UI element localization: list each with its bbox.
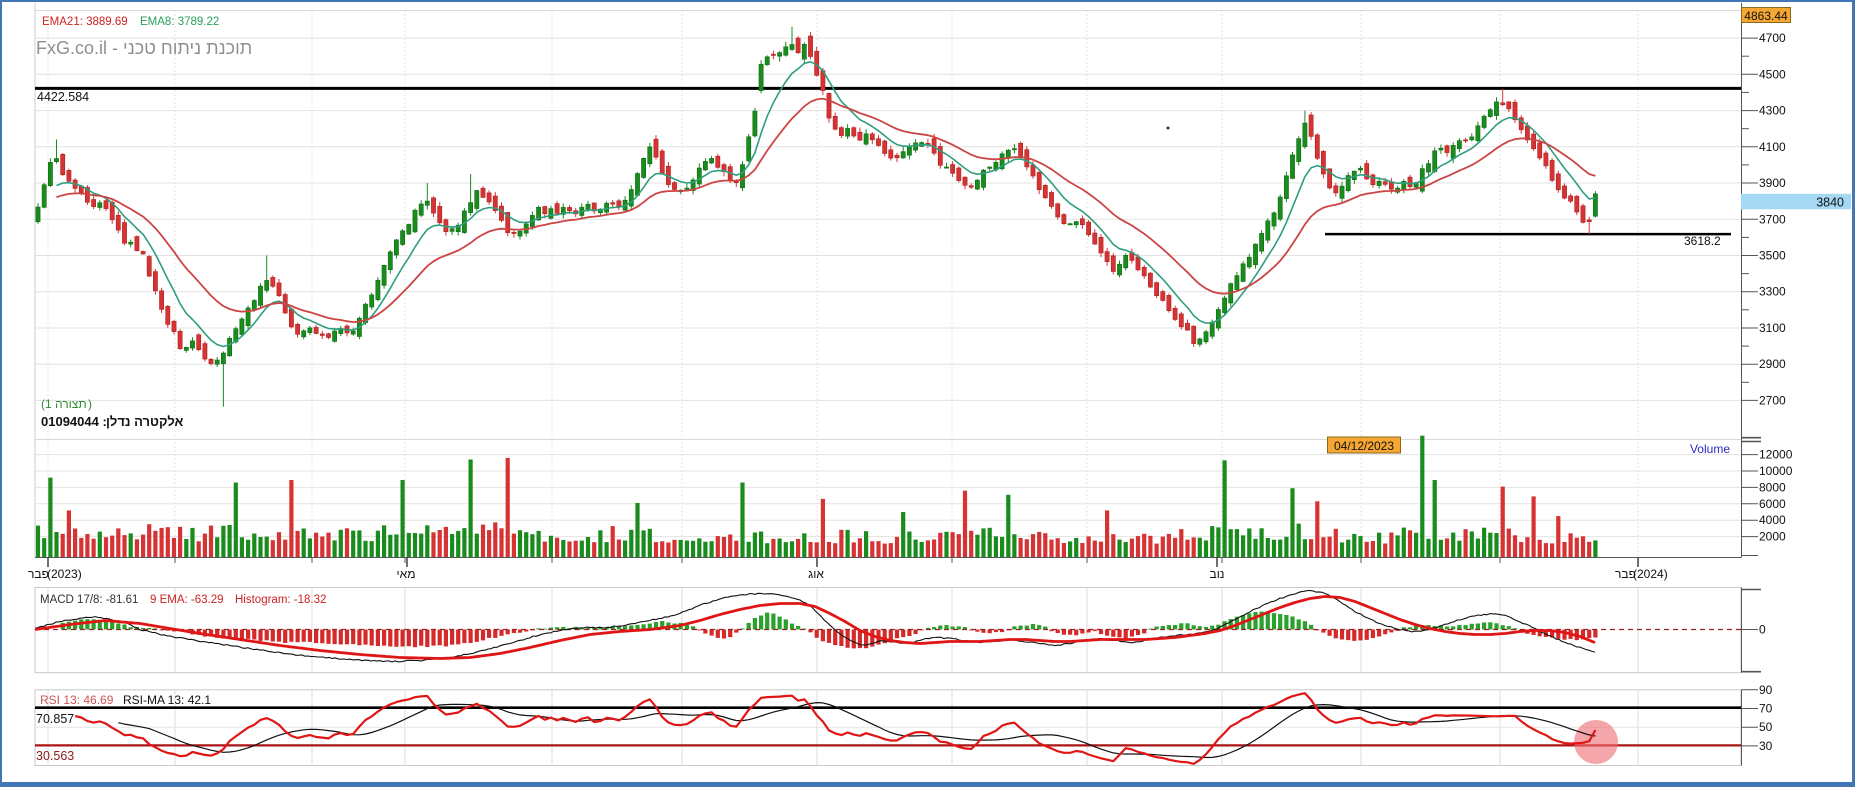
- svg-text:3900: 3900: [1759, 176, 1786, 190]
- svg-text:3100: 3100: [1759, 321, 1786, 335]
- svg-text:70.857: 70.857: [36, 712, 74, 726]
- svg-text:90: 90: [1759, 683, 1773, 697]
- svg-text:FxG.co.il - תוכנת ניתוח טכני: FxG.co.il - תוכנת ניתוח טכני: [36, 38, 252, 58]
- svg-text:Histogram: -18.32: Histogram: -18.32: [235, 594, 326, 606]
- svg-text:2000: 2000: [1759, 530, 1786, 544]
- svg-text:תצורה: תצורה: [55, 397, 87, 411]
- svg-text:3500: 3500: [1759, 249, 1786, 263]
- svg-text:30: 30: [1759, 739, 1773, 753]
- svg-text:4300: 4300: [1759, 104, 1786, 118]
- svg-text:): ): [88, 397, 92, 411]
- svg-text:EMA21: 3889.69: EMA21: 3889.69: [42, 16, 128, 28]
- svg-text:12000: 12000: [1759, 448, 1793, 462]
- svg-text:8000: 8000: [1759, 480, 1786, 494]
- svg-text:(1: (1: [41, 397, 55, 411]
- svg-text:פבר: פבר: [1615, 567, 1636, 581]
- svg-text:50: 50: [1759, 720, 1773, 734]
- svg-text:נוב: נוב: [1210, 567, 1225, 581]
- svg-text:6000: 6000: [1759, 497, 1786, 511]
- svg-text:מאי: מאי: [397, 567, 416, 581]
- svg-text:3700: 3700: [1759, 212, 1786, 226]
- svg-text:3618.2: 3618.2: [1684, 234, 1721, 248]
- svg-text:4422.584: 4422.584: [37, 90, 89, 104]
- svg-text:01094044 :: 01094044 :: [41, 414, 110, 429]
- svg-text:RSI-MA 13: 42.1: RSI-MA 13: 42.1: [123, 693, 211, 707]
- svg-text:EMA8: 3789.22: EMA8: 3789.22: [140, 16, 219, 28]
- svg-text:4000: 4000: [1759, 513, 1786, 527]
- svg-text:4863.44: 4863.44: [1744, 9, 1788, 23]
- svg-text:MACD 17/8: -81.61: MACD 17/8: -81.61: [40, 594, 138, 606]
- svg-text:(2024): (2024): [1633, 567, 1668, 581]
- svg-text:פבר: פבר: [28, 567, 49, 581]
- svg-text:RSI 13: 46.69: RSI 13: 46.69: [40, 693, 114, 707]
- svg-text:3300: 3300: [1759, 285, 1786, 299]
- svg-text:אלקטרה נדלן: אלקטרה נדלן: [106, 414, 184, 429]
- svg-text:2900: 2900: [1759, 357, 1786, 371]
- svg-text:3840: 3840: [1816, 195, 1844, 209]
- svg-text:30.563: 30.563: [36, 749, 74, 763]
- svg-text:(2023): (2023): [47, 567, 82, 581]
- svg-text:4100: 4100: [1759, 140, 1786, 154]
- svg-text:4700: 4700: [1759, 31, 1786, 45]
- svg-text:10000: 10000: [1759, 464, 1793, 478]
- svg-text:0: 0: [1759, 623, 1766, 637]
- svg-text:04/12/2023: 04/12/2023: [1334, 439, 1394, 453]
- svg-text:אוג: אוג: [808, 567, 824, 581]
- svg-text:2700: 2700: [1759, 393, 1786, 407]
- svg-text:9 EMA: -63.29: 9 EMA: -63.29: [150, 594, 224, 606]
- svg-text:4500: 4500: [1759, 67, 1786, 81]
- svg-text:70: 70: [1759, 702, 1773, 716]
- svg-text:Volume: Volume: [1690, 442, 1730, 456]
